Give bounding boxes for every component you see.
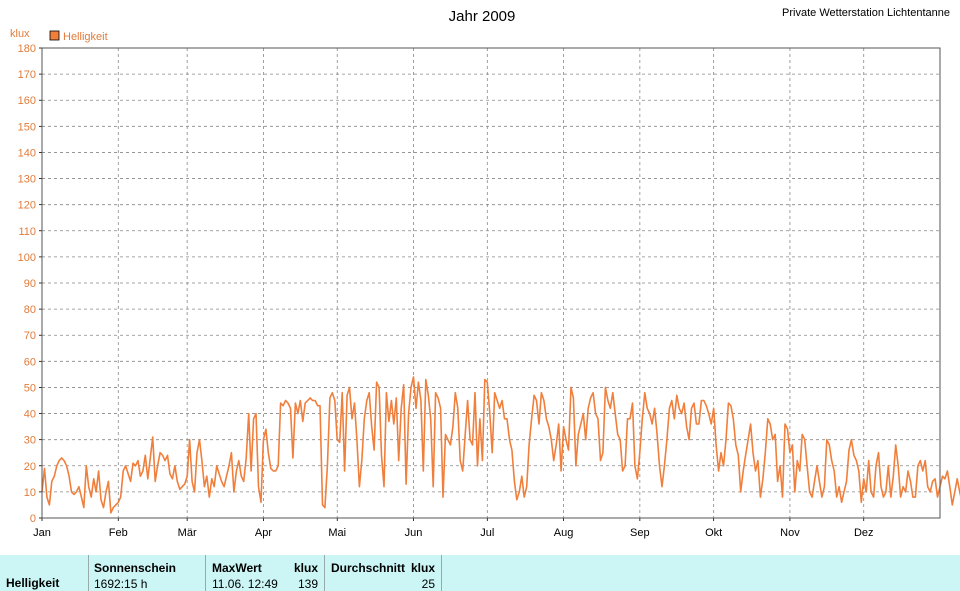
y-tick-label: 90 — [24, 278, 36, 290]
y-tick-label: 100 — [18, 252, 36, 264]
y-tick-label: 50 — [24, 382, 36, 394]
x-tick-label: Mai — [328, 527, 346, 539]
y-tick-label: 130 — [18, 174, 36, 186]
y-tick-label: 80 — [24, 304, 36, 316]
y-tick-label: 40 — [24, 409, 36, 421]
x-tick-label: Dez — [854, 527, 874, 539]
durchschnitt-header: Durchschnitt — [331, 561, 406, 575]
x-tick-label: Jul — [480, 527, 494, 539]
stats-row-label: Helligkeit — [6, 576, 60, 590]
y-tick-label: 160 — [18, 95, 36, 107]
x-tick-label: Feb — [109, 527, 128, 539]
stats-sonnenschein-cell: Sonnenschein 1692:15 h — [89, 555, 206, 591]
maxwert-unit: klux — [293, 561, 318, 575]
durchschnitt-value: 25 — [421, 577, 435, 591]
legend-label: Helligkeit — [63, 31, 108, 43]
y-tick-label: 30 — [24, 435, 36, 447]
y-tick-label: 180 — [18, 43, 36, 55]
durchschnitt-unit: klux — [410, 561, 435, 575]
x-tick-label: Okt — [705, 527, 722, 539]
x-tick-label: Jun — [405, 527, 423, 539]
grid — [42, 48, 940, 518]
y-tick-label: 110 — [18, 226, 36, 238]
y-tick-label: 20 — [24, 461, 36, 473]
x-tick-label: Jan — [33, 527, 51, 539]
station-name: Private Wetterstation Lichtentanne — [782, 7, 950, 19]
y-tick-label: 10 — [24, 487, 36, 499]
y-tick-label: 170 — [18, 69, 36, 81]
x-tick-label: Sep — [630, 527, 650, 539]
y-tick-label: 120 — [18, 200, 36, 212]
maxwert-header: MaxWert — [212, 561, 262, 575]
series-helligkeit — [41, 376, 960, 514]
series-line — [41, 376, 960, 514]
stats-maxwert-cell: MaxWert klux 11.06. 12:49 139 — [206, 555, 325, 591]
x-tick-label: Apr — [255, 527, 272, 539]
stats-durchschnitt-cell: Durchschnitt klux 25 — [325, 555, 442, 591]
sonnenschein-value: 1692:15 h — [94, 577, 148, 591]
sonnenschein-header: Sonnenschein — [94, 561, 177, 575]
stats-row-label-cell: Helligkeit — [0, 555, 89, 591]
y-tick-label: 70 — [24, 330, 36, 342]
y-tick-label: 140 — [18, 147, 36, 159]
x-tick-label: Mär — [178, 527, 197, 539]
legend-swatch — [49, 30, 60, 41]
chart-title: Jahr 2009 — [449, 8, 516, 25]
y-axis-unit: klux — [10, 28, 30, 40]
x-tick-label: Nov — [780, 527, 800, 539]
maxwert-value: 139 — [297, 577, 318, 591]
y-tick-label: 60 — [24, 356, 36, 368]
y-tick-label: 0 — [30, 513, 36, 525]
y-tick-label: 150 — [18, 121, 36, 133]
x-tick-label: Aug — [554, 527, 574, 539]
x-axis-ticks: Jan Feb Mär Apr Mai Jun Jul Aug Sep Okt Nov Dez — [33, 518, 874, 539]
statistics-bar: Helligkeit Sonnenschein 1692:15 h MaxWer… — [0, 555, 960, 591]
plot-frame — [41, 47, 941, 519]
chart: Jahr 2009 Private Wetterstation Lichtent… — [10, 7, 960, 539]
y-axis-ticks: 0 10 20 30 40 50 60 70 80 90 100 110 120 130 140 150 160… — [18, 43, 42, 525]
maxwert-datetime: 11.06. 12:49 — [212, 577, 278, 591]
